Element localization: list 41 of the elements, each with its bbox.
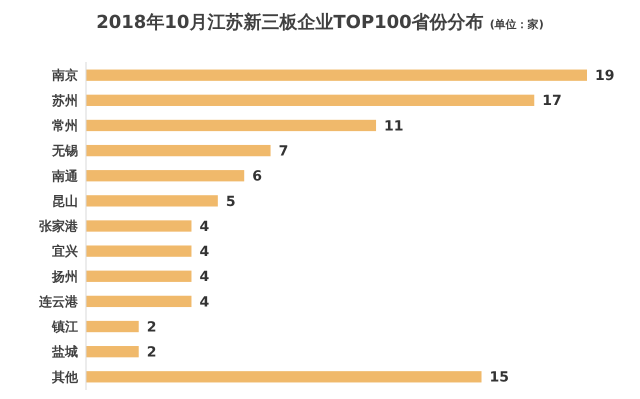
- bar: [86, 144, 271, 156]
- data-label: 15: [490, 370, 510, 386]
- y-tick-label: 南通: [51, 168, 79, 184]
- y-tick-label: 连云港: [38, 294, 79, 310]
- bar: [86, 220, 192, 232]
- bar: [86, 371, 482, 382]
- y-tick-label: 其他: [51, 370, 79, 386]
- bar: [86, 170, 244, 182]
- bar: [86, 245, 192, 257]
- data-label: 2: [146, 344, 156, 361]
- y-tick-label: 无锡: [51, 144, 78, 160]
- bar: [86, 120, 376, 132]
- data-label: 7: [278, 144, 288, 160]
- data-label: 6: [252, 168, 262, 185]
- bar: [86, 70, 587, 81]
- bar: [86, 320, 139, 332]
- data-label: 2: [146, 319, 156, 336]
- bar: [86, 195, 218, 207]
- y-tick-label: 张家港: [39, 218, 79, 235]
- y-tick-label: 常州: [52, 119, 78, 134]
- y-tick-label: 盐城: [51, 344, 78, 360]
- data-label: 19: [595, 68, 614, 84]
- y-tick-label: 南京: [51, 68, 78, 84]
- bar: [86, 270, 192, 282]
- data-label: 17: [542, 93, 562, 110]
- data-label: 11: [384, 118, 404, 134]
- y-tick-label: 昆山: [52, 194, 78, 210]
- bar: [86, 346, 139, 358]
- chart-subtitle: (单位：家): [490, 18, 544, 31]
- y-tick-label: 苏州: [51, 94, 78, 109]
- chart-title: 2018年10月江苏新三板企业TOP100省份分布: [96, 12, 484, 33]
- y-tick-label: 镇江: [51, 320, 78, 336]
- bar: [86, 296, 192, 308]
- data-label: 4: [199, 244, 210, 260]
- data-label: 4: [199, 218, 210, 235]
- y-tick-label: 扬州: [51, 270, 78, 285]
- data-label: 4: [199, 294, 210, 310]
- data-label: 4: [199, 269, 210, 286]
- y-tick-label: 宜兴: [52, 244, 78, 260]
- bar: [86, 94, 534, 106]
- data-label: 5: [226, 194, 236, 210]
